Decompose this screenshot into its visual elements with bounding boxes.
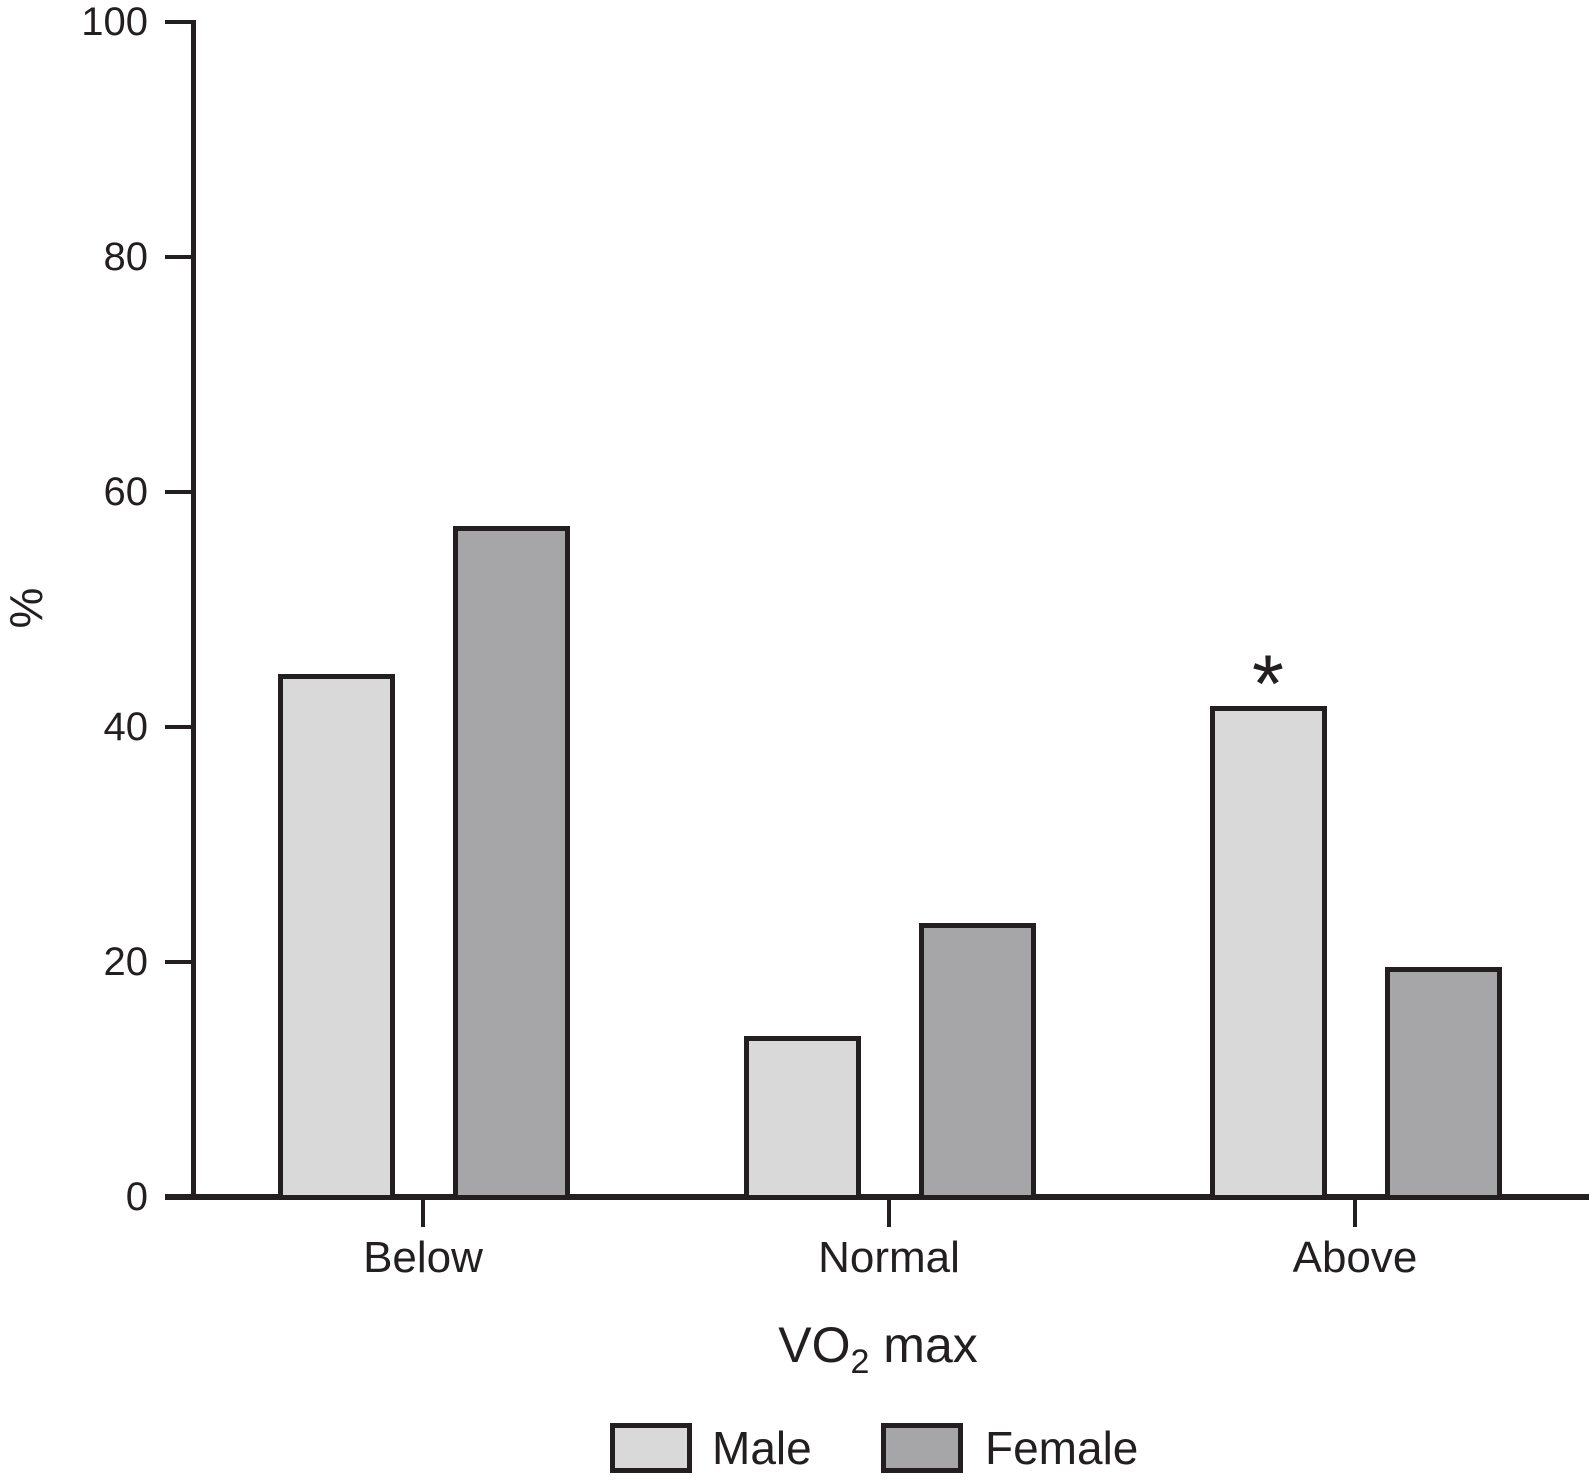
y-tick-label: 20 [103, 940, 149, 984]
legend-label-male: Male [712, 1422, 812, 1474]
bar-male-normal [743, 1036, 861, 1200]
x-axis-title: VO2 max [778, 1316, 978, 1382]
y-axis-title: % [0, 587, 52, 629]
x-axis-line [165, 1194, 1589, 1200]
x-axis-title-main: VO [778, 1317, 851, 1373]
legend-label-female: Female [985, 1422, 1139, 1474]
x-axis-title-subscript: 2 [850, 1343, 870, 1381]
x-category-label: Normal [818, 1233, 960, 1282]
bar-female-normal [918, 923, 1036, 1200]
x-category-label: Below [363, 1233, 483, 1282]
y-tick [165, 960, 194, 964]
x-category-label: Above [1292, 1233, 1418, 1282]
y-tick [165, 490, 194, 494]
bar-male-above [1209, 706, 1327, 1200]
y-tick-label: 60 [103, 470, 149, 514]
bar-male-below [277, 674, 395, 1200]
x-axis-title-rest: max [869, 1317, 978, 1373]
bar-female-below [452, 526, 570, 1200]
y-axis-line [191, 20, 196, 1200]
y-tick-label: 80 [103, 235, 149, 279]
y-tick [165, 20, 194, 24]
x-tick [887, 1197, 891, 1227]
significance-asterisk: * [1252, 639, 1284, 730]
y-tick-label: 40 [103, 705, 149, 749]
y-tick-label: 0 [125, 1175, 148, 1219]
legend-swatch-male [610, 1423, 692, 1473]
y-tick [165, 725, 194, 729]
y-tick [165, 255, 194, 259]
y-tick-label: 100 [81, 0, 148, 44]
x-tick [1353, 1197, 1357, 1227]
x-tick [421, 1197, 425, 1227]
legend-swatch-female [881, 1423, 963, 1473]
bar-female-above [1384, 967, 1502, 1200]
